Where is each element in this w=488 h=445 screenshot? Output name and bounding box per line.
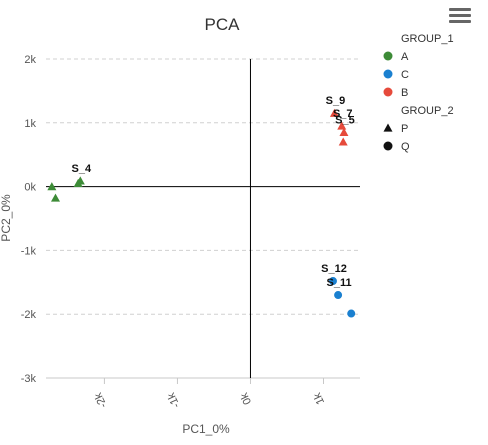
y-axis-title: PC2_0% [0,194,13,242]
x-tick-label: -2k [92,390,110,409]
legend-marker-circle [383,141,393,151]
data-point-triangle [47,182,57,191]
x-axis-title: PC1_0% [182,422,230,436]
point-label: S_11 [327,277,352,289]
data-point-triangle [50,193,60,202]
y-tick-label: 0k [24,182,36,194]
legend-marker-triangle [383,123,393,132]
labels-layer: S_4 S_9S_7S_5 S_12 S_11 [72,95,355,289]
legend-item-label: C [401,69,409,81]
grid-layer [46,58,360,379]
y-tick-label: 1k [24,118,36,130]
legend-marker-circle [383,51,393,61]
x-tick-label: -1k [165,390,183,409]
point-label: S_5 [335,114,355,126]
legend: GROUP_1 ACB GROUP_2 PQ [383,33,454,153]
data-point-triangle [329,108,339,117]
data-point-triangle [339,127,349,136]
data-point-circle [347,309,356,318]
point-label: S_4 [72,163,92,175]
legend-item-label: B [401,87,408,99]
y-tick-label: -3k [21,373,37,385]
chart-menu-button[interactable] [449,8,471,26]
y-tick-label: -2k [21,309,37,321]
legend-item-label: A [401,51,409,63]
data-point-circle [328,277,337,286]
data-point-triangle [75,176,85,185]
axes-layer [46,59,360,379]
chart-title: PCA [205,15,241,34]
menu-bar [449,20,471,23]
points-layer [47,108,356,318]
point-label: S_9 [326,95,346,107]
x-tick-label: 1k [311,390,327,406]
y-tick-label: -1k [21,245,37,257]
legend-group-title: GROUP_2 [401,105,454,117]
legend-item-label: P [401,123,408,135]
data-point-triangle [338,137,348,146]
point-label: S_7 [333,108,353,120]
menu-bar [449,14,471,17]
legend-marker-circle [383,87,393,97]
menu-bar [449,8,471,11]
point-label: S_12 [321,263,347,275]
legend-item-label: Q [401,141,410,153]
ticks-layer: 2k 1k 0k -1k -2k -3k -2k -1k 0k 1k [21,54,327,410]
y-tick-label: 2k [24,54,36,66]
data-point-circle [334,291,343,300]
legend-group-title: GROUP_1 [401,33,454,45]
legend-marker-circle [383,69,393,79]
x-tick-label: 0k [238,390,254,406]
data-point-triangle [337,121,347,130]
